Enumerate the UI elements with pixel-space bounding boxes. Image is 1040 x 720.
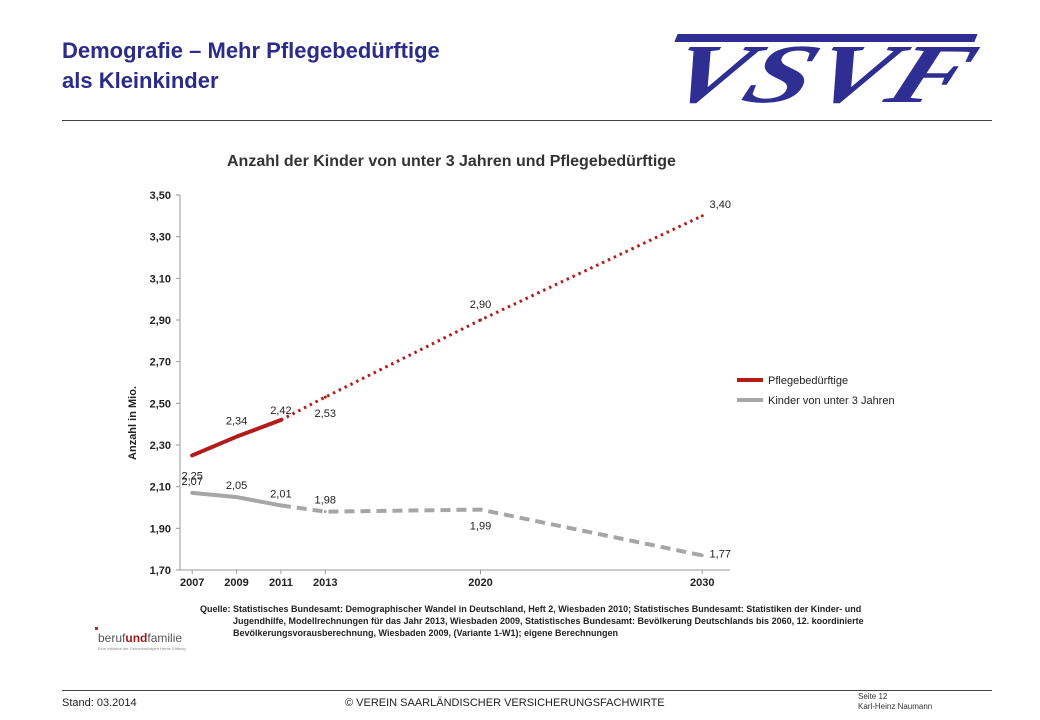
bf-part-2: und: [125, 631, 148, 645]
y-tick-label: 3,30: [150, 232, 171, 244]
header-divider: [62, 120, 992, 121]
chart-title: Anzahl der Kinder von unter 3 Jahren und…: [227, 153, 676, 170]
data-label: 2,34: [226, 416, 247, 428]
y-tick-label: 1,70: [150, 565, 171, 577]
data-label: 2,25: [181, 470, 202, 482]
footer-date: Stand: 03.2014: [62, 697, 137, 709]
berufundfamilie-logo: berufundfamilie Eine Initiative der Geme…: [92, 624, 202, 656]
source-text: Statistisches Bundesamt: Demographischer…: [233, 604, 864, 638]
data-label: 2,05: [226, 480, 247, 492]
data-point: [279, 503, 283, 507]
data-point: [323, 395, 327, 399]
y-tick-label: 3,50: [150, 190, 171, 202]
data-point: [190, 453, 194, 457]
data-point: [700, 553, 704, 557]
footer-author: Karl-Heinz Naumann: [858, 702, 933, 711]
data-point: [235, 435, 239, 439]
data-label: 1,98: [315, 495, 336, 507]
footer-divider: [62, 690, 992, 691]
data-label: 2,07: [181, 476, 202, 488]
bf-part-1: beruf: [98, 631, 126, 645]
x-tick-label: 2030: [690, 577, 714, 589]
line-chart: Anzahl der Kinder von unter 3 Jahren und…: [127, 153, 895, 589]
data-label: 2,53: [315, 408, 336, 420]
data-label: 2,90: [470, 299, 491, 311]
data-point: [700, 214, 704, 218]
data-label: 1,77: [710, 548, 731, 560]
y-tick-label: 2,90: [150, 315, 171, 327]
berufundfamilie-tagline: Eine Initiative der Gemeinnützigen Herti…: [98, 646, 186, 651]
y-tick-label: 3,10: [150, 273, 171, 285]
series-lines: [190, 214, 704, 558]
data-point: [190, 491, 194, 495]
series-line-actual-1: [190, 490, 283, 508]
legend: Pflegebedürftige Kinder von unter 3 Jahre…: [737, 375, 895, 407]
x-tick-label: 2020: [468, 577, 492, 589]
page-number: Seite 12: [858, 692, 888, 701]
series-line-forecast-1: [280, 503, 703, 558]
slide-title-line-1: Demografie – Mehr Pflegebedürftige: [62, 38, 440, 63]
legend-label: Kinder von unter 3 Jahren: [768, 395, 895, 407]
data-point: [478, 508, 482, 512]
x-tick-label: 2009: [224, 577, 248, 589]
y-axis-ticks: 1,70 1,90 2,10 2,30 2,50 2,70 2,90 3,10 3,30 3,50: [150, 190, 180, 577]
y-tick-label: 2,70: [150, 357, 171, 369]
data-point: [323, 510, 327, 514]
data-label: 1,99: [470, 521, 491, 533]
y-tick-label: 1,90: [150, 523, 171, 535]
berufundfamilie-logo-mark: [95, 627, 98, 630]
vsvf-logo-text: VSVF: [653, 28, 985, 114]
vsvf-logo: VSVF: [653, 28, 985, 114]
data-point: [279, 418, 283, 422]
y-axis-label: Anzahl in Mio.: [127, 386, 139, 460]
data-point: [235, 495, 239, 499]
y-tick-label: 2,30: [150, 440, 171, 452]
y-tick-label: 2,10: [150, 482, 171, 494]
x-axis-ticks: 2007 2009 2011 2013 2020 2030: [180, 570, 715, 589]
slide-title-line-2: als Kleinkinder: [62, 68, 219, 93]
footer-page-info: Seite 12 Karl-Heinz Naumann: [858, 692, 932, 712]
data-label: 3,40: [710, 199, 731, 211]
footer-organisation: © VEREIN SAARLÄNDISCHER VERSICHERUNGSFAC…: [345, 697, 665, 709]
vsvf-logo-bar: [674, 34, 978, 42]
bf-part-3: familie: [147, 631, 183, 645]
y-tick-label: 2,50: [150, 398, 171, 410]
legend-label: Pflegebedürftige: [768, 375, 848, 387]
slide-title: Demografie – Mehr Pflegebedürftige als K…: [62, 36, 582, 96]
x-tick-label: 2007: [180, 577, 204, 589]
series-line-forecast-0: [280, 214, 703, 422]
source-label: Quelle:: [200, 604, 231, 614]
data-label: 2,42: [270, 405, 291, 417]
data-point: [478, 318, 482, 322]
x-tick-label: 2011: [269, 577, 293, 589]
x-tick-label: 2013: [313, 577, 337, 589]
data-label: 2,01: [270, 488, 291, 500]
berufundfamilie-logo-text: berufundfamilie: [98, 631, 182, 645]
source-note: Quelle: Statistisches Bundesamt: Demogra…: [200, 603, 890, 639]
data-labels: 2,25 2,34 2,42 2,53 2,90 3,40 2,07 2,05 2,01 1,98…: [181, 199, 730, 561]
